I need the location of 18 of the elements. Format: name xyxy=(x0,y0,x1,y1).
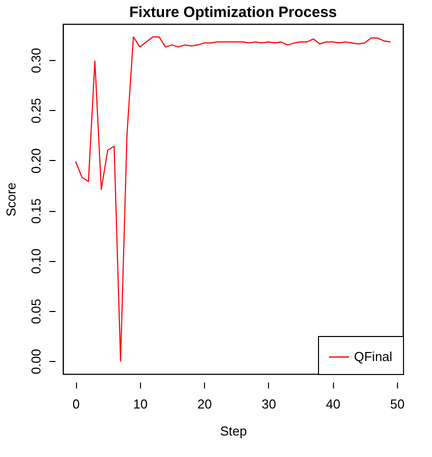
x-tick-label: 0 xyxy=(72,396,80,412)
x-tick-label: 10 xyxy=(133,396,148,412)
x-axis-title: Step xyxy=(220,424,247,438)
y-tick-label: 0.20 xyxy=(28,148,44,174)
x-tick-label: 40 xyxy=(326,396,340,412)
x-tick-label: 20 xyxy=(197,396,212,412)
chart-title: Fixture Optimization Process xyxy=(129,4,337,21)
x-tick-label: 30 xyxy=(262,396,276,412)
legend-label: QFinal xyxy=(354,349,392,364)
y-axis-title: Score xyxy=(4,182,18,216)
y-tick-label: 0.15 xyxy=(28,198,44,224)
y-tick-label: 0.25 xyxy=(28,98,44,124)
y-tick-label: 0.10 xyxy=(28,248,44,274)
y-tick-label: 0.05 xyxy=(28,298,44,324)
y-tick-label: 0.30 xyxy=(28,48,44,74)
line-series xyxy=(75,36,391,362)
y-tick-label: 0.00 xyxy=(28,348,44,374)
x-tick-label: 50 xyxy=(390,396,405,412)
